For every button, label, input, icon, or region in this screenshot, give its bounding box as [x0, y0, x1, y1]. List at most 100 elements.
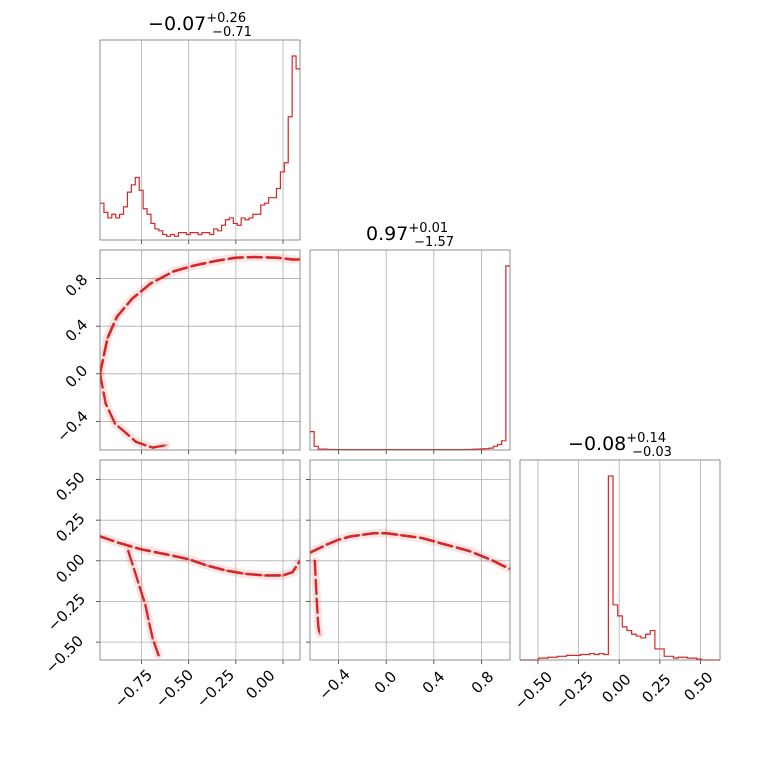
x-tick-label: −0.50: [511, 668, 556, 713]
histogram-step: [310, 265, 510, 451]
scatter-point: [143, 443, 147, 447]
scatter-point: [501, 564, 505, 567]
scatter-layer: [310, 528, 510, 639]
x-tick-label: 0.0: [371, 668, 401, 698]
scatter-layer: [100, 252, 300, 450]
scatter-point: [313, 559, 317, 563]
scatter-point: [143, 603, 147, 607]
y-tick-label: 0.4: [62, 316, 92, 346]
scatter-point: [104, 402, 107, 405]
scatter-point: [127, 549, 130, 553]
scatter-point: [115, 315, 119, 318]
y-tick-label: 0.0: [62, 362, 92, 392]
scatter-point: [113, 422, 117, 426]
scatter-panel-2-0: [96, 459, 301, 664]
panel-frame: [99, 249, 301, 451]
x-tick-label: 0.00: [598, 670, 634, 706]
y-tick-label: 0.00: [52, 550, 88, 586]
scatter-point: [372, 531, 376, 535]
y-tick-label: −0.50: [42, 632, 87, 677]
scatter-point: [130, 297, 134, 301]
title-param-2: −0.08+0.14 −0.03: [568, 431, 672, 460]
branch-band-scatter-cloud: [124, 546, 163, 660]
x-tick-label: −0.75: [111, 666, 156, 711]
scatter-point: [106, 336, 109, 340]
scatter-point: [140, 548, 143, 551]
panel-frame: [519, 459, 721, 661]
scatter-panel-2-1: [306, 459, 511, 664]
scatter-point: [325, 543, 328, 546]
scatter-point: [281, 574, 285, 577]
scatter-point: [361, 533, 364, 537]
scatter-point: [291, 570, 294, 574]
scatter-point: [456, 546, 459, 550]
y-tick-label: 0.50: [52, 468, 88, 504]
panel-frame: [99, 39, 301, 241]
x-tick-label: 0.8: [468, 668, 498, 698]
title-param-0: −0.07+0.26 −0.71: [148, 11, 252, 40]
scatter-point: [147, 621, 151, 624]
x-tick-label: 0.25: [638, 670, 674, 706]
scatter-point: [253, 255, 257, 259]
y-tick-label: −0.4: [53, 407, 91, 445]
y-tick-label: −0.25: [44, 590, 89, 635]
scatter-point: [164, 553, 168, 556]
scatter-point: [492, 559, 495, 563]
scatter-point: [134, 440, 138, 443]
scatter-point: [349, 535, 352, 538]
scatter-point: [432, 540, 436, 543]
x-tick-label: 0.00: [242, 666, 278, 702]
scatter-point: [291, 258, 294, 261]
scatter-point: [337, 538, 340, 541]
scatter-point: [132, 567, 136, 571]
scatter-point: [315, 605, 319, 608]
main-band-contour: [100, 535, 300, 577]
x-tick-label: −0.25: [193, 666, 238, 711]
scatter-point: [262, 574, 266, 577]
y-ticks-row-2: 0.50 0.25 0.00 −0.25 −0.50: [42, 468, 89, 677]
scatter-point: [480, 554, 483, 558]
histogram-step: [520, 475, 720, 661]
scatter-point: [151, 446, 155, 449]
branch-band-contour: [100, 372, 168, 449]
x-ticks-col-0: −0.75 −0.50 −0.25 0.00: [111, 666, 279, 711]
x-tick-label: −0.25: [552, 668, 597, 713]
scatter-point: [172, 270, 175, 273]
scatter-point: [276, 256, 279, 260]
scatter-point: [157, 653, 160, 657]
scatter-layer: [100, 532, 300, 660]
scatter-point: [149, 282, 153, 285]
x-tick-label: −0.4: [315, 665, 353, 703]
scatter-point: [408, 535, 412, 538]
scatter-point: [317, 624, 320, 628]
panel-frame: [309, 459, 511, 661]
histogram-step: [100, 55, 300, 237]
x-tick-label: 0.4: [419, 668, 449, 698]
scatter-point: [234, 256, 238, 260]
scatter-point: [117, 541, 121, 545]
main-band-contour: [310, 531, 510, 571]
hist-panel-2: [519, 459, 721, 664]
scatter-point: [225, 569, 228, 572]
scatter-point: [314, 583, 318, 587]
y-ticks-row-1: 0.8 0.4 0.0 −0.4: [53, 271, 91, 446]
hist-panel-0: [99, 39, 301, 244]
scatter-point: [151, 637, 155, 641]
hist-panel-1: [309, 249, 511, 454]
panel-frame: [309, 249, 511, 451]
x-ticks-col-1: −0.4 0.0 0.4 0.8: [315, 665, 497, 703]
scatter-point: [243, 572, 247, 576]
scatter-panel-1-0: [96, 249, 301, 454]
scatter-point: [318, 632, 321, 636]
scatter-point: [215, 259, 219, 263]
scatter-point: [468, 549, 471, 553]
scatter-point: [444, 543, 448, 546]
y-tick-label: 0.25: [52, 509, 88, 545]
scatter-point: [193, 264, 196, 267]
scatter-point: [206, 564, 209, 567]
scatter-point: [420, 536, 424, 540]
scatter-point: [187, 557, 190, 561]
main-band-contour: [100, 255, 300, 376]
scatter-point: [125, 432, 128, 435]
